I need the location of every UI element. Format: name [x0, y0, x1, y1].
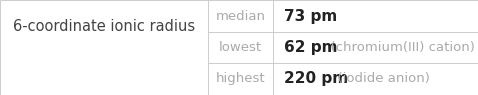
- Text: median: median: [216, 10, 266, 23]
- Text: highest: highest: [216, 72, 265, 85]
- Text: 220 pm: 220 pm: [284, 71, 348, 86]
- Text: 62 pm: 62 pm: [284, 40, 337, 55]
- Text: (chromium(III) cation): (chromium(III) cation): [322, 41, 475, 54]
- Text: (iodide anion): (iodide anion): [329, 72, 430, 85]
- Text: 73 pm: 73 pm: [284, 9, 337, 24]
- Text: lowest: lowest: [219, 41, 262, 54]
- Text: 6-coordinate ionic radius: 6-coordinate ionic radius: [12, 19, 195, 34]
